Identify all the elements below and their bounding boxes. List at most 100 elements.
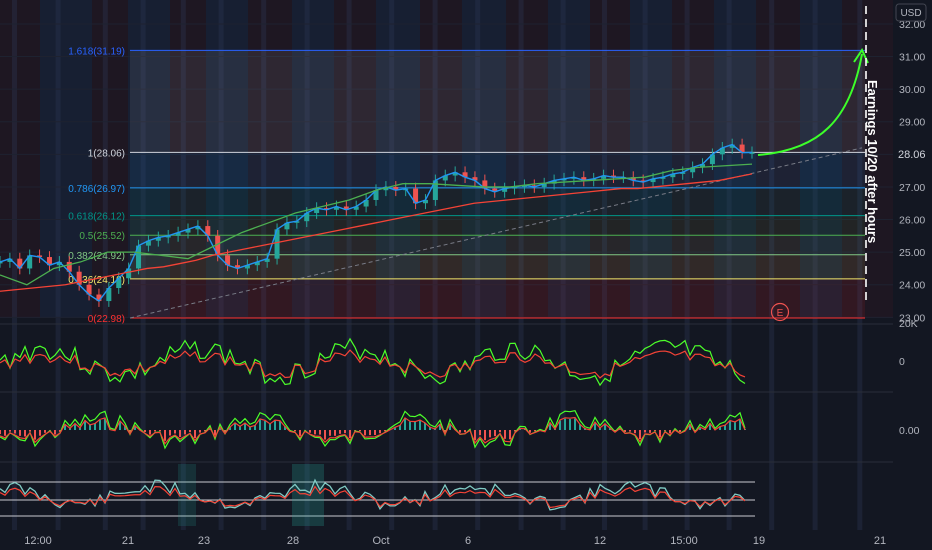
earnings-marker-circle <box>770 302 790 322</box>
candle-body <box>7 258 13 262</box>
fibonacci-zones <box>130 50 865 318</box>
candle-body <box>353 206 359 210</box>
candle-body <box>561 178 567 181</box>
session-band <box>334 0 376 318</box>
candle-body <box>383 186 389 191</box>
price-tick-label: 29.00 <box>899 117 925 129</box>
session-stripe <box>769 0 775 530</box>
candle-body <box>215 235 221 256</box>
price-candles <box>0 138 755 307</box>
candle-body <box>482 180 488 189</box>
candle-body <box>719 147 725 155</box>
candle-body <box>314 208 320 214</box>
session-stripe <box>684 0 690 530</box>
price-axis[interactable]: 32.0031.0030.0029.0028.0027.0026.0025.00… <box>893 0 932 530</box>
time-tick-label: 28 <box>287 535 299 547</box>
price-axis-bg <box>893 0 932 530</box>
session-band <box>506 0 548 318</box>
candle-body <box>46 257 52 266</box>
candle-body <box>106 288 112 302</box>
fib-label: 0.786(26.97) <box>68 184 125 195</box>
candle-body <box>284 222 290 230</box>
candle-body <box>126 268 132 279</box>
fib-label: 1.618(31.19) <box>68 46 125 57</box>
time-tick-label: 21 <box>874 535 886 547</box>
session-band <box>842 0 893 318</box>
candle-body <box>225 255 231 266</box>
price-tick-label: 31.00 <box>899 52 925 64</box>
time-tick-label: 23 <box>198 535 210 547</box>
session-band <box>420 0 462 318</box>
candle-body <box>571 177 577 179</box>
candle-body <box>363 199 369 207</box>
fib-zone <box>130 254 865 279</box>
candle-body <box>116 278 122 289</box>
session-band <box>548 0 590 318</box>
candle-body <box>650 178 656 183</box>
last-price-value: 28.06 <box>898 149 926 161</box>
fib-zone <box>130 152 865 188</box>
candle-body <box>442 175 448 181</box>
time-tick-label: 19 <box>753 535 765 547</box>
candle-body <box>37 255 43 258</box>
earnings-marker[interactable]: E <box>770 302 790 322</box>
time-tick-label: Oct <box>372 535 389 547</box>
candle-body <box>680 172 686 174</box>
candle-body <box>521 185 527 187</box>
currency-badge-box <box>895 3 927 22</box>
candle-body <box>462 172 468 178</box>
session-stripe <box>602 0 607 530</box>
fib-label: 0.618(26.12) <box>68 212 125 223</box>
candle-body <box>630 177 636 181</box>
session-stripe <box>218 0 224 530</box>
session-stripe <box>518 0 524 530</box>
fib-zone <box>130 187 865 216</box>
candle-body <box>324 208 330 210</box>
session-band <box>800 0 842 318</box>
candle-body <box>709 154 715 165</box>
session-band <box>376 0 420 318</box>
candle-body <box>581 177 587 181</box>
indicator-pane-2 <box>0 391 893 450</box>
candle-body <box>690 167 696 173</box>
currency-badge[interactable]: USD <box>895 3 927 22</box>
last-price-box <box>893 145 932 162</box>
candle-body <box>56 261 62 266</box>
candle-body <box>96 294 102 302</box>
session-band <box>292 0 334 318</box>
candle-body <box>660 177 666 179</box>
indicator3-signal <box>0 485 746 509</box>
time-tick-label: 6 <box>465 535 471 547</box>
session-stripe <box>261 0 267 530</box>
session-band <box>714 0 756 318</box>
candle-body <box>541 183 547 187</box>
session-stripe <box>812 0 818 530</box>
candle-body <box>472 177 478 181</box>
time-tick-label: 12 <box>594 535 606 547</box>
candle-body <box>254 261 260 266</box>
price-tick-label: 32.00 <box>899 19 925 31</box>
session-band <box>92 0 128 318</box>
session-stripe <box>560 0 566 530</box>
candle-body <box>0 261 3 264</box>
candle-body <box>670 173 676 178</box>
session-stripe <box>475 0 481 530</box>
session-stripe <box>642 0 648 530</box>
candle-body <box>274 229 280 259</box>
candle-body <box>66 261 72 272</box>
time-axis[interactable]: 12:00 21 23 28 Oct 6 12 15:00 19 21 <box>0 530 932 550</box>
indicator-tick-label: 0.00 <box>899 425 920 437</box>
candle-body <box>640 180 646 183</box>
earnings-marker-label: E <box>777 308 784 319</box>
candle-body <box>422 199 428 204</box>
candle-body <box>492 188 498 192</box>
candle-body <box>304 213 310 222</box>
fib-label: 1(28.06) <box>88 148 125 159</box>
projection-arrow[interactable] <box>757 6 869 300</box>
fib-zone <box>130 235 865 255</box>
candle-body <box>729 144 735 148</box>
price-tick-label: 24.00 <box>899 280 925 292</box>
earnings-annotation[interactable]: Earnings 10/20 after hours <box>865 80 880 243</box>
fib-label: 0.5(25.52) <box>79 231 125 242</box>
